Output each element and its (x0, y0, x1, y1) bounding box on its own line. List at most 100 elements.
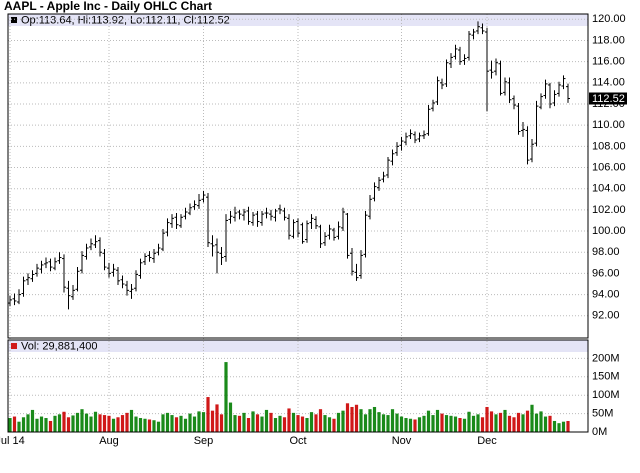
price-frame (7, 13, 589, 339)
volume-bar (80, 409, 84, 432)
volume-bar (255, 414, 260, 432)
volume-bar (278, 415, 282, 432)
volume-bar (422, 415, 426, 432)
volume-bar (183, 418, 188, 432)
volume-bar (449, 415, 453, 432)
volume-bar (368, 409, 372, 432)
volume-bar (228, 402, 233, 432)
volume-bar (210, 410, 215, 432)
last-price-box (589, 92, 627, 105)
volume-bar (98, 414, 102, 432)
info-swatch (11, 17, 17, 23)
volume-bar (417, 417, 422, 432)
volume-bar (224, 362, 228, 432)
volume-bar (233, 415, 237, 432)
volume-bar (552, 420, 557, 432)
volume-bar (413, 419, 417, 432)
volume-bar (408, 418, 413, 432)
volume-bar (300, 416, 305, 432)
volume-bar (170, 415, 174, 432)
volume-bar (251, 411, 255, 432)
volume-bar (138, 418, 143, 432)
volume-bar (125, 412, 129, 432)
volume-bar (557, 423, 561, 432)
y-tick-label: 114.00 (592, 77, 625, 89)
volume-bar (386, 415, 390, 432)
volume-bar (201, 412, 206, 432)
y-tick-label: 120.00 (592, 13, 626, 25)
volume-bar (516, 412, 521, 432)
volume-bar (75, 412, 80, 432)
volume-bar (498, 412, 503, 432)
volume-bar (309, 412, 314, 432)
y-tick-label: 116.00 (592, 56, 625, 68)
volume-bar (57, 414, 62, 432)
volume-bar (237, 415, 242, 432)
volume-bar (494, 414, 498, 432)
volume-bar (152, 420, 156, 432)
last-price-label: 112.52 (592, 93, 625, 105)
volume-bar (219, 414, 224, 432)
volume-bar (62, 411, 66, 432)
ohlc-info: Op:113.64, Hi:113.92, Lo:112.11, Cl:112.… (21, 14, 230, 26)
volume-legend: Vol: 29,881,400 (21, 340, 97, 352)
volume-bar (566, 421, 570, 432)
volume-bar (543, 416, 548, 432)
volume-bar (107, 415, 111, 432)
volume-bar (242, 412, 246, 432)
volume-bar (17, 421, 21, 432)
volume-bar (147, 419, 152, 432)
volume-bar (503, 409, 507, 432)
volume-bar (44, 418, 48, 432)
volume-bar (525, 410, 530, 432)
volume-bar (291, 412, 296, 432)
volume-bar (426, 410, 431, 432)
y-tick-label: 102.00 (592, 204, 626, 216)
volume-bar (296, 415, 300, 432)
volume-bar (102, 415, 107, 432)
volume-bar (462, 418, 467, 432)
volume-bar (381, 414, 386, 432)
y-tick-label: 94.00 (592, 288, 620, 300)
volume-bar (471, 415, 476, 432)
chart-title: AAPL - Apple Inc - Daily OHLC Chart (4, 0, 212, 13)
y-tick-label: 108.00 (592, 140, 626, 152)
volume-bar (327, 417, 332, 432)
volume-frame (7, 339, 589, 433)
volume-bar (89, 416, 93, 432)
volume-bar (395, 413, 399, 432)
volume-bar (116, 417, 120, 432)
volume-bar (66, 417, 71, 432)
volume-bar (206, 397, 210, 432)
volume-bar (404, 418, 408, 432)
y-tick-label: 118.00 (592, 34, 625, 46)
volume-bar (314, 414, 318, 432)
volume-bar (350, 406, 354, 432)
y-tick-label: 104.00 (592, 183, 626, 195)
volume-bar (30, 409, 35, 432)
volume-bar (345, 403, 350, 432)
volume-bar (467, 411, 471, 432)
volume-bar (521, 414, 525, 432)
volume-bar (480, 417, 485, 432)
volume-bar (354, 404, 359, 432)
volume-bar (444, 415, 449, 432)
volume-bar (305, 418, 309, 432)
volume-bar (336, 412, 341, 432)
plot-layer: 92.00 94.00 96.00 98.00 100.00 102.00 104.00 10… (0, 13, 627, 447)
volume-bar (264, 409, 269, 432)
y-tick-label: 92.00 (592, 310, 620, 322)
y-tick-label: 150M (592, 371, 620, 383)
volume-bar (431, 415, 435, 432)
volume-bar (84, 413, 89, 432)
y-tick-label: 100M (592, 389, 620, 401)
volume-bar (156, 421, 161, 432)
volume-bar (377, 412, 381, 432)
volume-bar (8, 418, 12, 432)
volume-bar (134, 416, 138, 432)
y-tick-label: 50M (592, 408, 613, 420)
x-tick-label: Oct (289, 435, 306, 447)
volume-bar (188, 413, 192, 432)
volume-swatch (11, 343, 17, 349)
volume-bar (161, 414, 165, 432)
